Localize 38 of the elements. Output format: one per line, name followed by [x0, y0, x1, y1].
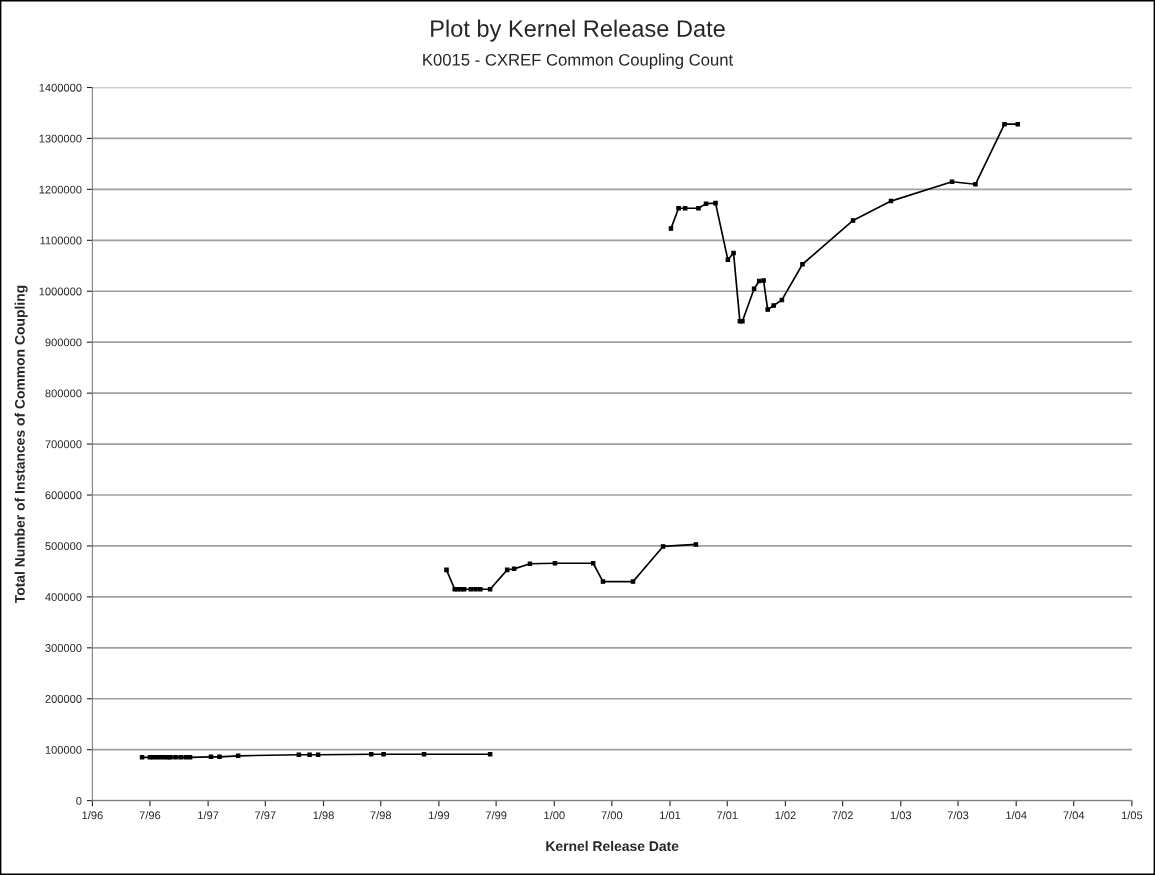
y-tick-label: 600000 — [45, 491, 82, 500]
y-tick-label: 1200000 — [39, 185, 82, 194]
x-tick-label: 1/98 — [313, 811, 334, 820]
x-tick-label: 1/00 — [544, 811, 565, 820]
y-tick-label: 800000 — [45, 389, 82, 398]
x-tick-label: 1/97 — [198, 811, 219, 820]
y-tick-label: 300000 — [45, 644, 82, 652]
chart-subtitle: K0015 - CXREF Common Coupling Count — [423, 53, 734, 70]
x-tick-label: 1/05 — [1121, 811, 1143, 820]
x-tick-label: 1/02 — [775, 811, 796, 820]
y-tick-label: 100000 — [45, 745, 82, 754]
x-tick-label: 1/03 — [890, 811, 912, 820]
x-tick-label: 7/01 — [716, 811, 738, 820]
x-tick-label: 1/96 — [82, 811, 103, 820]
x-tick-label: 7/04 — [1063, 811, 1085, 820]
y-tick-label: 1400000 — [39, 83, 82, 92]
y-tick-label: 900000 — [45, 338, 82, 347]
x-tick-label: 7/99 — [485, 811, 507, 820]
x-tick-label: 7/00 — [601, 811, 623, 820]
x-axis-title: Kernel Release Date — [546, 840, 679, 852]
x-tick-label: 7/98 — [370, 811, 392, 820]
y-tick-label: 1100000 — [40, 236, 82, 245]
x-tick-label: 7/96 — [139, 811, 161, 820]
chart-title: Plot by Kernel Release Date — [431, 19, 725, 42]
y-tick-label: 700000 — [45, 440, 82, 449]
y-tick-label: 400000 — [45, 593, 82, 602]
y-tick-label: 0 — [76, 796, 82, 805]
x-tick-label: 1/01 — [660, 811, 681, 820]
y-axis-title: Total Number of Instances of Common Coupling — [14, 285, 28, 604]
x-tick-label: 1/99 — [428, 811, 450, 820]
x-tick-label: 7/02 — [832, 811, 853, 820]
x-tick-label: 7/03 — [947, 811, 969, 820]
y-tick-label: 500000 — [45, 542, 82, 551]
y-tick-label: 200000 — [45, 695, 82, 703]
x-tick-label: 1/04 — [1006, 811, 1027, 820]
x-tick-label: 7/97 — [255, 811, 276, 820]
y-tick-label: 1300000 — [39, 134, 82, 143]
y-tick-label: 1000000 — [39, 287, 82, 296]
